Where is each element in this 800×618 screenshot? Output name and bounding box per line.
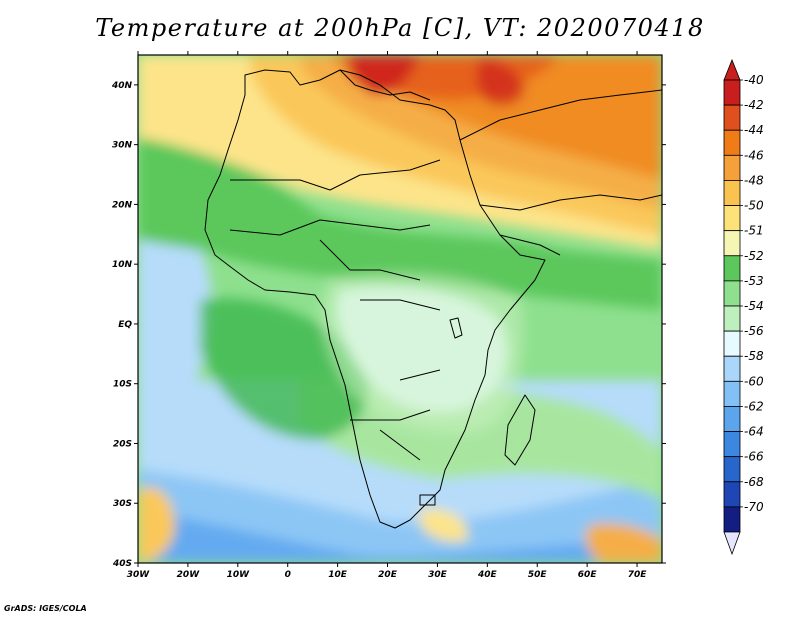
arabian-peninsula-border	[479, 194, 662, 211]
colorbar-label: -51	[744, 224, 764, 238]
colorbar-swatch	[723, 481, 741, 508]
colorbar-swatch	[723, 330, 741, 357]
lon-tick-label: 40E	[477, 570, 498, 580]
colorbar-swatch	[723, 280, 741, 307]
field-central-africa-pale-green	[321, 272, 524, 433]
field-south-indian-warm	[585, 523, 662, 563]
colorbar-label: -64	[744, 425, 764, 439]
colorbar-bottom-arrow	[723, 531, 741, 556]
colorbar-label: -50	[744, 199, 764, 213]
field-mediterranean-deep-red	[350, 55, 420, 95]
mediterranean-coastline	[339, 69, 431, 101]
grads-credit: GrADS: IGES/COLA	[4, 604, 87, 613]
colorbar-label: -42	[744, 98, 764, 112]
colorbar-swatch	[723, 230, 741, 257]
middle-east-border	[459, 89, 662, 141]
colorbar-label: -53	[744, 274, 764, 288]
field-southern-blue	[138, 510, 662, 563]
africa-coastline	[204, 69, 546, 529]
plot-frame	[137, 54, 663, 564]
colorbar-label: -66	[744, 450, 764, 464]
lon-tick-label: 30W	[127, 570, 151, 580]
map-title: Temperature at 200hPa [C], VT: 202007041…	[95, 14, 705, 42]
colorbar-swatch	[723, 456, 741, 483]
field-near-east-deep-red	[476, 59, 525, 106]
colorbar: -40 -42 -44 -46 -48 -50 -51 -52 -53 -54 -56 -58 -60 -…	[723, 58, 764, 556]
country-borders	[229, 159, 441, 461]
lat-tick-label: 40N	[111, 81, 133, 91]
colorbar-label: -60	[744, 374, 764, 388]
lon-tick-label: 50E	[528, 570, 548, 580]
field-tropical-green	[138, 130, 662, 310]
lake-victoria-outline	[449, 317, 463, 339]
colorbar-swatch	[723, 380, 741, 407]
colorbar-label: -58	[744, 349, 764, 363]
colorbar-swatch	[723, 180, 741, 206]
colorbar-swatch	[723, 431, 741, 458]
colorbar-swatch	[723, 406, 741, 432]
colorbar-swatch	[723, 506, 741, 533]
colorbar-swatch	[723, 129, 741, 156]
lon-tick-label: 20W	[177, 570, 201, 580]
lat-tick-label: 30S	[113, 499, 132, 509]
lat-tick-label: 40S	[112, 559, 132, 569]
field-southeast-africa-warm	[420, 509, 469, 542]
colorbar-swatch	[723, 154, 741, 181]
gulf-of-aden-coastline	[499, 234, 561, 256]
lon-tick-label: 10W	[227, 570, 251, 580]
lon-tick-label: 70E	[628, 570, 648, 580]
colorbar-label: -62	[744, 399, 764, 413]
colorbar-label: -48	[744, 173, 764, 187]
colorbar-label: -68	[744, 475, 764, 489]
temperature-field	[138, 55, 662, 563]
lat-tick-label: 20S	[113, 439, 132, 449]
lat-tick-label: 10N	[112, 260, 133, 270]
colorbar-label: -46	[744, 148, 764, 162]
colorbar-swatch	[723, 104, 741, 131]
colorbar-swatch	[723, 205, 741, 232]
coastlines	[204, 69, 662, 529]
lon-tick-label: 0	[285, 570, 291, 580]
latitude-axis: 40N 30N 20N 10N EQ 10S 20S 30S 40S	[111, 81, 666, 569]
lesotho-border	[419, 494, 436, 506]
madagascar-coastline	[504, 394, 536, 466]
colorbar-label: -70	[744, 500, 764, 514]
colorbar-swatch	[723, 255, 741, 282]
field-south-atlantic-warm	[138, 487, 175, 563]
colorbar-swatch	[723, 355, 741, 382]
lon-tick-label: 30E	[428, 570, 448, 580]
longitude-axis: 30W 20W 10W 0 10E 20E 30E 40E 50E 60E 70E	[127, 51, 647, 580]
lat-tick-label: EQ	[118, 320, 132, 330]
colorbar-label: -56	[744, 324, 764, 338]
colorbar-label: -52	[744, 249, 764, 263]
colorbar-label: -40	[744, 73, 764, 87]
field-west-ocean-light-blue	[138, 208, 211, 430]
colorbar-swatch	[723, 305, 741, 332]
lon-tick-label: 60E	[578, 570, 598, 580]
lon-tick-label: 20E	[378, 570, 398, 580]
colorbar-swatch	[723, 79, 741, 106]
colorbar-top-arrow	[723, 58, 741, 81]
colorbar-label: -44	[744, 123, 764, 137]
lat-tick-label: 30N	[112, 141, 133, 151]
lat-tick-label: 10S	[113, 380, 132, 390]
lat-tick-label: 20N	[112, 200, 133, 210]
colorbar-label: -54	[744, 299, 764, 313]
lon-tick-label: 10E	[328, 570, 348, 580]
